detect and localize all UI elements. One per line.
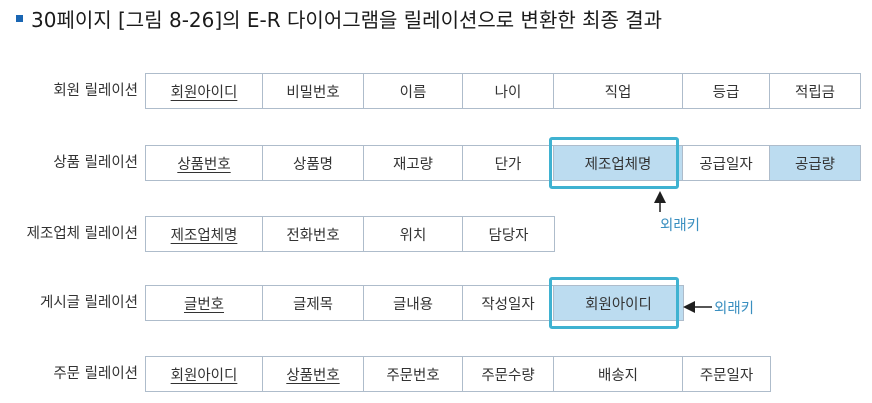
attribute-cell: 등급	[683, 74, 770, 108]
attribute-cell: 비밀번호	[263, 74, 364, 108]
attribute-cell: 상품명	[263, 146, 364, 180]
attribute-cell: 배송지	[554, 357, 683, 391]
foreign-key-cell: 회원아이디	[554, 286, 683, 320]
attribute-cell: 위치	[364, 217, 463, 251]
attribute-cell-shaded: 공급량	[770, 146, 860, 180]
attribute-cell: 재고량	[364, 146, 463, 180]
attribute-cell: 글번호	[146, 286, 263, 320]
relation-table-member: 회원아이디 비밀번호 이름 나이 직업 등급 적립금	[145, 73, 861, 109]
attribute-cell: 주문번호	[364, 357, 463, 391]
attribute-cell: 글내용	[364, 286, 463, 320]
attribute-cell: 상품번호	[146, 146, 263, 180]
attribute-cell: 주문수량	[463, 357, 554, 391]
slide-title-text: 30페이지 [그림 8-26]의 E-R 다이어그램을 릴레이션으로 변환한 최…	[31, 7, 663, 32]
relation-label-order: 주문 릴레이션	[53, 366, 138, 382]
attribute-cell: 담당자	[488, 227, 529, 244]
relation-label-post: 게시글 릴레이션	[40, 295, 138, 311]
attribute-cell: 이름	[364, 74, 463, 108]
attribute-cell: 작성일자	[463, 286, 554, 320]
attribute-cell: 단가	[463, 146, 554, 180]
foreign-key-label: 외래키	[660, 218, 701, 234]
relation-table-manufacturer: 제조업체명 전화번호 위치 담당자	[145, 216, 555, 252]
bullet-icon	[16, 14, 23, 22]
foreign-key-label: 외래키	[714, 301, 755, 317]
attribute-cell: 공급일자	[683, 146, 770, 180]
slide-title: 30페이지 [그림 8-26]의 E-R 다이어그램을 릴레이션으로 변환한 최…	[16, 4, 662, 32]
relation-label-product: 상품 릴레이션	[53, 155, 138, 171]
attribute-cell: 제조업체명	[146, 217, 263, 251]
relation-table-post: 글번호 글제목 글내용 작성일자 회원아이디	[145, 285, 684, 321]
relation-table-order: 회원아이디 상품번호 주문번호 주문수량 배송지 주문일자	[145, 356, 771, 392]
relation-label-manufacturer: 제조업체 릴레이션	[26, 226, 138, 242]
attribute-cell: 주문일자	[699, 367, 754, 384]
attribute-cell: 전화번호	[263, 217, 364, 251]
foreign-key-cell: 제조업체명	[554, 146, 683, 180]
relation-table-product: 상품번호 상품명 재고량 단가 제조업체명 공급일자 공급량	[145, 145, 861, 181]
attribute-cell: 회원아이디	[146, 74, 263, 108]
relation-label-member: 회원 릴레이션	[53, 83, 138, 99]
attribute-cell: 회원아이디	[146, 357, 263, 391]
attribute-cell: 직업	[554, 74, 683, 108]
attribute-cell: 상품번호	[263, 357, 364, 391]
attribute-cell: 글제목	[263, 286, 364, 320]
attribute-cell: 나이	[463, 74, 554, 108]
attribute-cell: 적립금	[794, 84, 836, 101]
